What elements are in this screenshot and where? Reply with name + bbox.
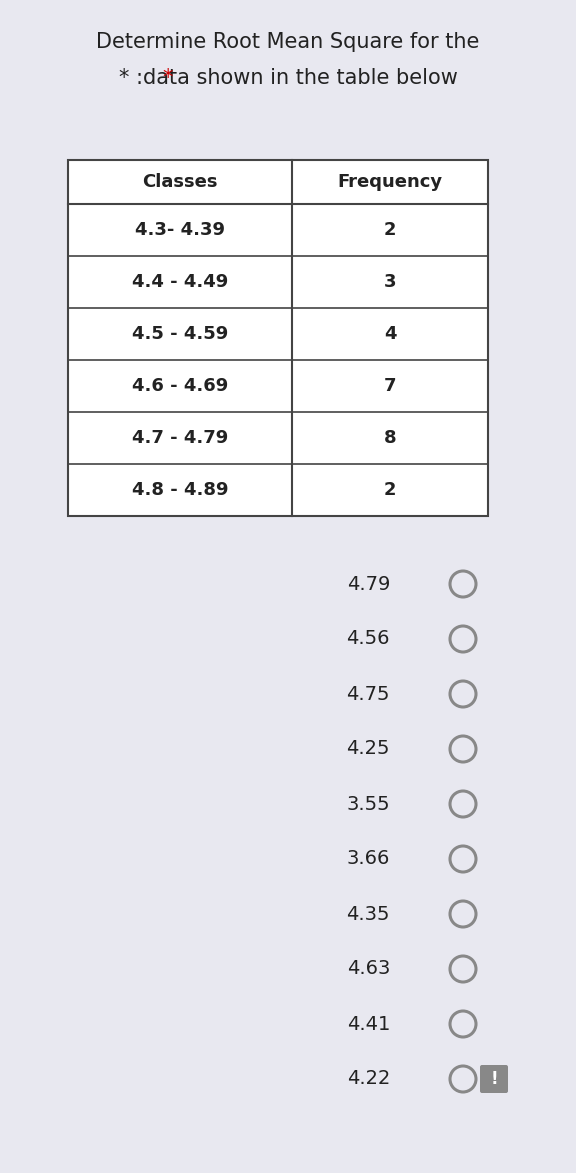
Text: Determine Root Mean Square for the: Determine Root Mean Square for the (96, 32, 480, 52)
Text: 4.22: 4.22 (347, 1070, 390, 1089)
Text: 4.41: 4.41 (347, 1015, 390, 1033)
Text: 3.66: 3.66 (347, 849, 390, 868)
Text: 4.25: 4.25 (347, 739, 390, 759)
Text: 4.63: 4.63 (347, 960, 390, 978)
Text: 3.55: 3.55 (346, 794, 390, 814)
Text: 3: 3 (384, 273, 396, 291)
Text: *: * (162, 68, 172, 88)
Text: 4.3- 4.39: 4.3- 4.39 (135, 221, 225, 239)
Text: 4.35: 4.35 (347, 904, 390, 923)
Text: 4.75: 4.75 (347, 685, 390, 704)
Text: 2: 2 (384, 481, 396, 499)
FancyBboxPatch shape (480, 1065, 508, 1093)
Text: 4.8 - 4.89: 4.8 - 4.89 (132, 481, 228, 499)
Text: 4.6 - 4.69: 4.6 - 4.69 (132, 377, 228, 395)
Text: !: ! (490, 1070, 498, 1089)
Text: 4.4 - 4.49: 4.4 - 4.49 (132, 273, 228, 291)
Text: 2: 2 (384, 221, 396, 239)
FancyBboxPatch shape (68, 160, 488, 516)
Text: * :data shown in the table below: * :data shown in the table below (119, 68, 457, 88)
Text: 4.56: 4.56 (347, 630, 390, 649)
Text: 4.79: 4.79 (347, 575, 390, 594)
Text: Classes: Classes (142, 172, 218, 191)
Text: Frequency: Frequency (338, 172, 442, 191)
Text: 4.7 - 4.79: 4.7 - 4.79 (132, 429, 228, 447)
Text: 7: 7 (384, 377, 396, 395)
Text: 4: 4 (384, 325, 396, 343)
Text: 8: 8 (384, 429, 396, 447)
Text: 4.5 - 4.59: 4.5 - 4.59 (132, 325, 228, 343)
